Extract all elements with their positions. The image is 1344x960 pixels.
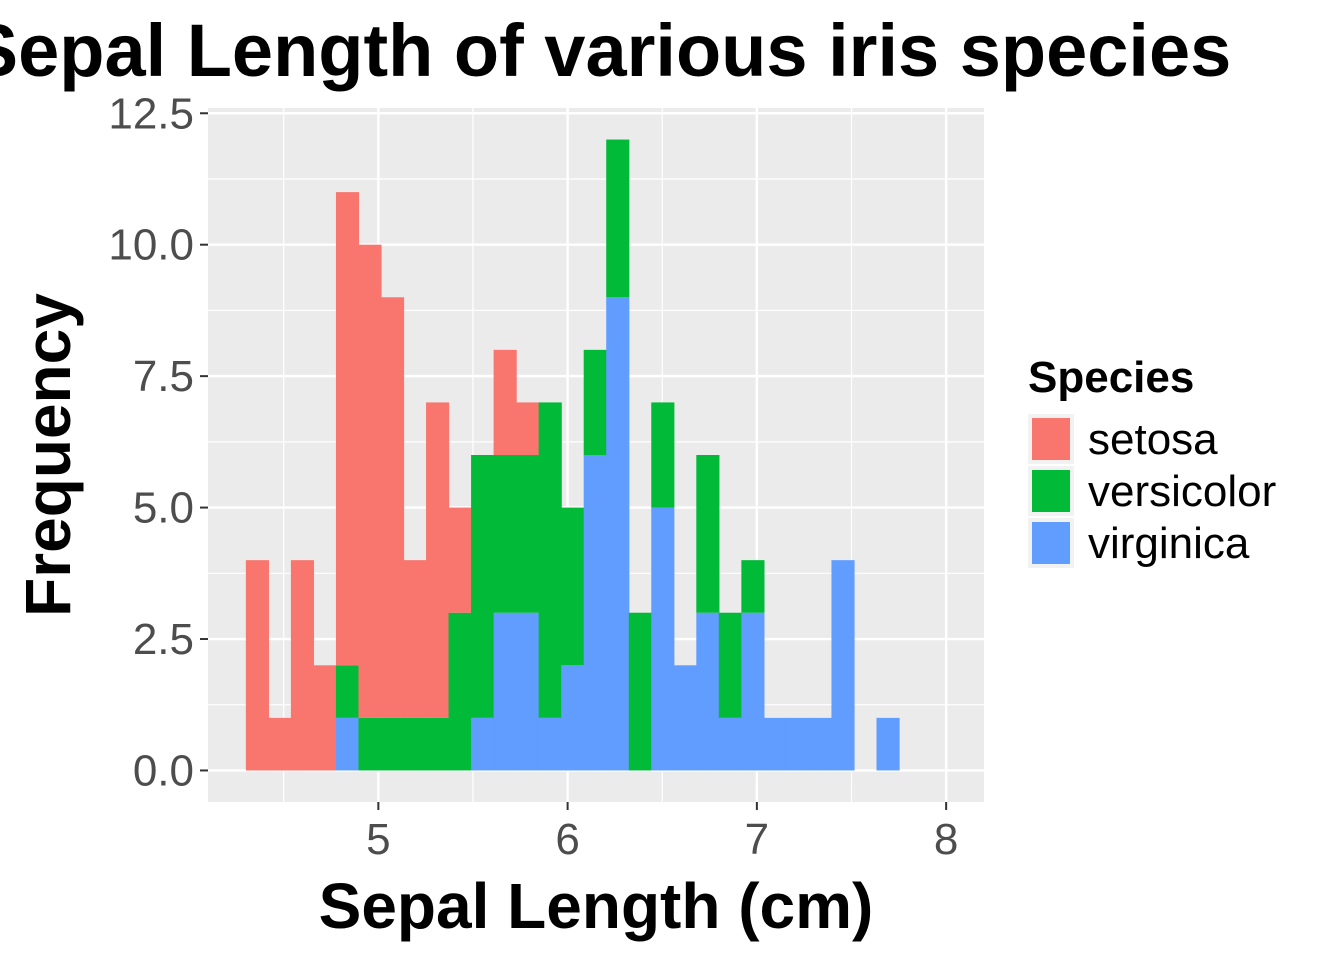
bar-virginica (876, 717, 900, 771)
bar-versicolor (538, 402, 562, 718)
bar-setosa (448, 507, 472, 613)
bar-virginica (786, 717, 810, 771)
bar-virginica (335, 717, 360, 771)
x-axis-title: Sepal Length (cm) (319, 870, 874, 942)
y-tick-label: 7.5 (133, 352, 194, 401)
bar-virginica (808, 717, 833, 771)
legend-swatch-setosa (1032, 418, 1070, 460)
bar-setosa (290, 560, 315, 771)
bar-virginica (583, 455, 607, 771)
x-axis: 5 6 7 8 (366, 802, 958, 864)
bar-setosa (380, 297, 405, 718)
bar-versicolor (741, 560, 765, 613)
legend-title: Species (1028, 353, 1194, 402)
bar-virginica (763, 717, 788, 771)
legend-label-setosa: setosa (1088, 415, 1218, 464)
bar-setosa (335, 192, 360, 666)
y-tick-label: 10.0 (108, 221, 194, 270)
bar-virginica (673, 665, 697, 771)
legend-swatch-versicolor (1032, 470, 1070, 512)
bar-setosa (268, 717, 292, 771)
bar-virginica (516, 612, 540, 771)
bar-setosa (426, 402, 450, 718)
bar-setosa (493, 349, 517, 455)
bar-virginica (831, 560, 855, 771)
x-tick-label: 6 (555, 815, 579, 864)
bar-virginica (538, 717, 562, 771)
bar-setosa (313, 665, 337, 771)
bar-versicolor (471, 455, 495, 718)
bar-versicolor (493, 455, 517, 613)
legend-label-versicolor: versicolor (1088, 467, 1276, 516)
bar-versicolor (561, 507, 585, 666)
bar-versicolor (606, 139, 630, 298)
bar-versicolor (628, 612, 652, 771)
bar-virginica (606, 297, 630, 771)
x-tick-label: 8 (934, 815, 958, 864)
y-tick-label: 0.0 (133, 746, 194, 795)
legend-label-virginica: virginica (1088, 519, 1250, 568)
bar-versicolor (448, 612, 472, 771)
y-tick-label: 12.5 (108, 89, 194, 138)
bar-versicolor (358, 717, 382, 771)
bar-virginica (471, 717, 495, 771)
chart-title: Sepal Length of various iris species (0, 9, 1231, 92)
bar-versicolor (718, 612, 742, 718)
bar-versicolor (583, 349, 607, 455)
bar-versicolor (696, 455, 720, 613)
bar-virginica (718, 717, 742, 771)
x-tick-label: 5 (366, 815, 390, 864)
y-axis: 0.0 2.5 5.0 7.5 10.0 12.5 (108, 89, 208, 795)
bar-versicolor (426, 717, 450, 771)
bar-virginica (561, 665, 585, 771)
bar-versicolor (335, 665, 360, 718)
bar-versicolor (380, 717, 405, 771)
bar-setosa (358, 244, 382, 718)
legend-swatch-virginica (1032, 522, 1070, 564)
y-tick-label: 2.5 (133, 615, 194, 664)
bar-virginica (493, 612, 517, 771)
bar-versicolor (516, 455, 540, 613)
bar-virginica (651, 507, 675, 771)
bar-setosa (245, 560, 269, 771)
bar-setosa (403, 560, 427, 718)
histogram-bars (245, 139, 900, 771)
y-tick-label: 5.0 (133, 484, 194, 533)
bar-setosa (516, 402, 540, 455)
x-tick-label: 7 (745, 815, 769, 864)
bar-versicolor (403, 717, 427, 771)
bar-versicolor (651, 402, 675, 508)
bar-virginica (696, 612, 720, 771)
y-axis-title: Frequency (12, 293, 84, 617)
bar-virginica (741, 612, 765, 771)
